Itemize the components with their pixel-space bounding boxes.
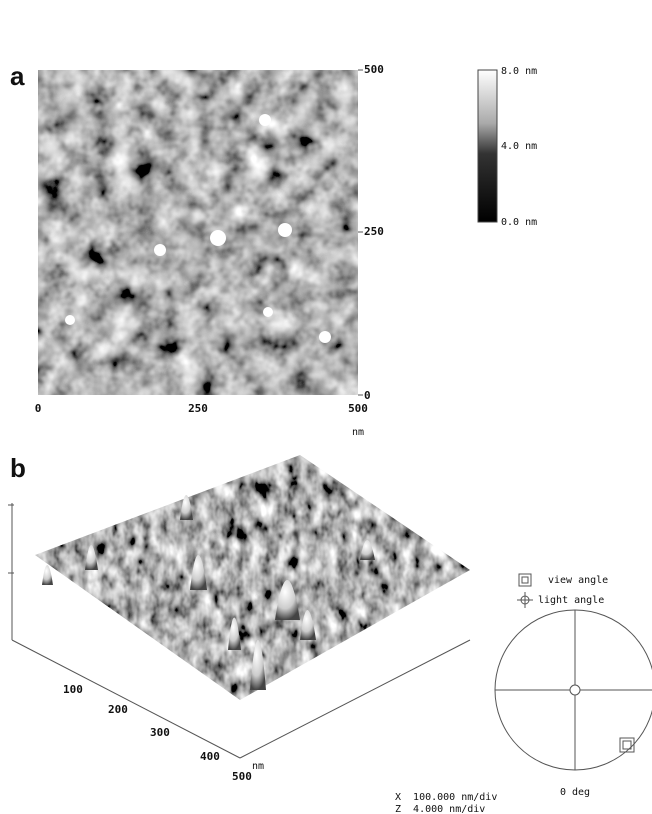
x-tick-label: 250	[188, 402, 208, 415]
colorbar-label: 8.0 nm	[501, 66, 537, 77]
colorbar	[478, 70, 497, 222]
axis-unit: nm	[252, 761, 264, 772]
y-tick-label: 500	[364, 63, 384, 76]
y-tick-label: 0	[364, 389, 371, 402]
panel-label: b	[10, 453, 26, 483]
axis-tick-label: 200	[108, 703, 128, 716]
x-tick-label: 500	[348, 402, 368, 415]
afm-image	[38, 70, 358, 395]
legend-label: light angle	[538, 595, 604, 606]
figure: a 500 250 0 0 250 500 nm 8.0 nm 4.0 nm 0…	[0, 0, 652, 814]
y-tick-label: 250	[364, 225, 384, 238]
axis-tick-label: 300	[150, 726, 170, 739]
axis-tick-label: 500	[232, 770, 252, 783]
colorbar-label: 4.0 nm	[501, 141, 537, 152]
legend-label: view angle	[548, 575, 608, 586]
axis-tick-label: 100	[63, 683, 83, 696]
x-unit: nm	[352, 427, 364, 438]
axis-tick-label: 400	[200, 750, 220, 763]
dial-label: 0 deg	[560, 787, 590, 798]
panel-label: a	[10, 61, 25, 91]
colorbar-label: 0.0 nm	[501, 217, 537, 228]
view-icon	[519, 574, 531, 586]
scale-label: X 100.000 nm/div	[395, 792, 497, 803]
scale-label: Z 4.000 nm/div	[395, 804, 485, 814]
x-tick-label: 0	[35, 402, 42, 415]
